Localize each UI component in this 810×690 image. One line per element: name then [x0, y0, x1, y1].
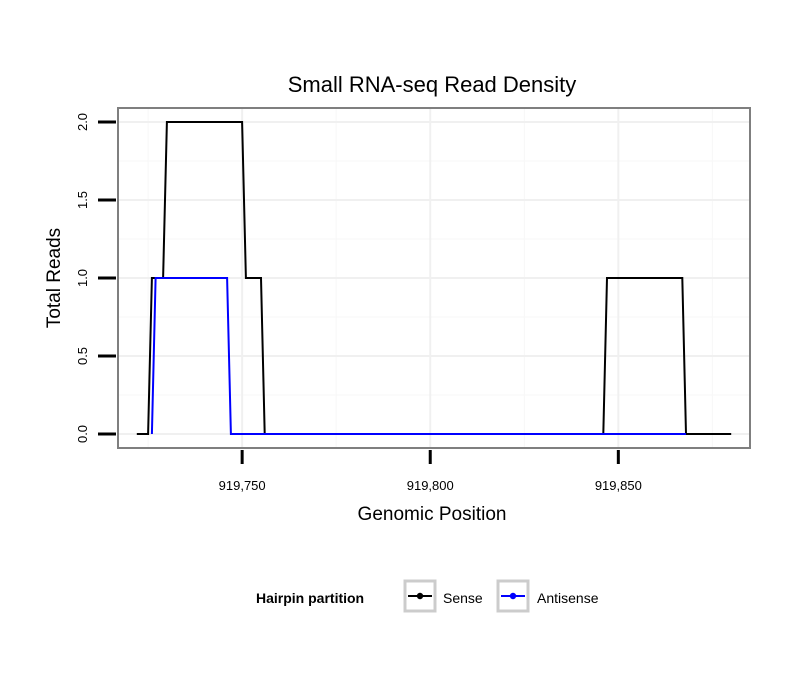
- legend-key-sense: [403, 579, 437, 613]
- y-tick-label: 1.0: [75, 269, 90, 287]
- chart-title: Small RNA-seq Read Density: [288, 72, 577, 97]
- y-axis-title: Total Reads: [44, 228, 65, 328]
- series-layer: [136, 121, 732, 435]
- legend-key-dot: [509, 592, 517, 600]
- y-tick-label: 0.0: [75, 425, 90, 443]
- legend-label-antisense: Antisense: [537, 590, 599, 606]
- y-axis: 0.0 0.5 1.0 1.5 2.0: [75, 113, 116, 443]
- y-tick-label: 1.5: [75, 191, 90, 209]
- legend: Hairpin partition Sense Antisense: [256, 579, 599, 613]
- x-tick-label: 919,800: [407, 478, 454, 493]
- series-line-sense: [136, 121, 732, 435]
- x-tick-label: 919,850: [595, 478, 642, 493]
- legend-key-dot: [416, 592, 424, 600]
- x-axis-title: Genomic Position: [358, 504, 507, 525]
- x-axis: 919,750 919,800 919,850: [219, 450, 642, 493]
- legend-title: Hairpin partition: [256, 590, 364, 606]
- y-tick-label: 0.5: [75, 347, 90, 365]
- legend-label-sense: Sense: [443, 590, 483, 606]
- legend-key-antisense: [496, 579, 530, 613]
- y-tick-label: 2.0: [75, 113, 90, 131]
- plot-border: [117, 107, 751, 449]
- series-line-antisense: [150, 277, 686, 435]
- x-tick-label: 919,750: [219, 478, 266, 493]
